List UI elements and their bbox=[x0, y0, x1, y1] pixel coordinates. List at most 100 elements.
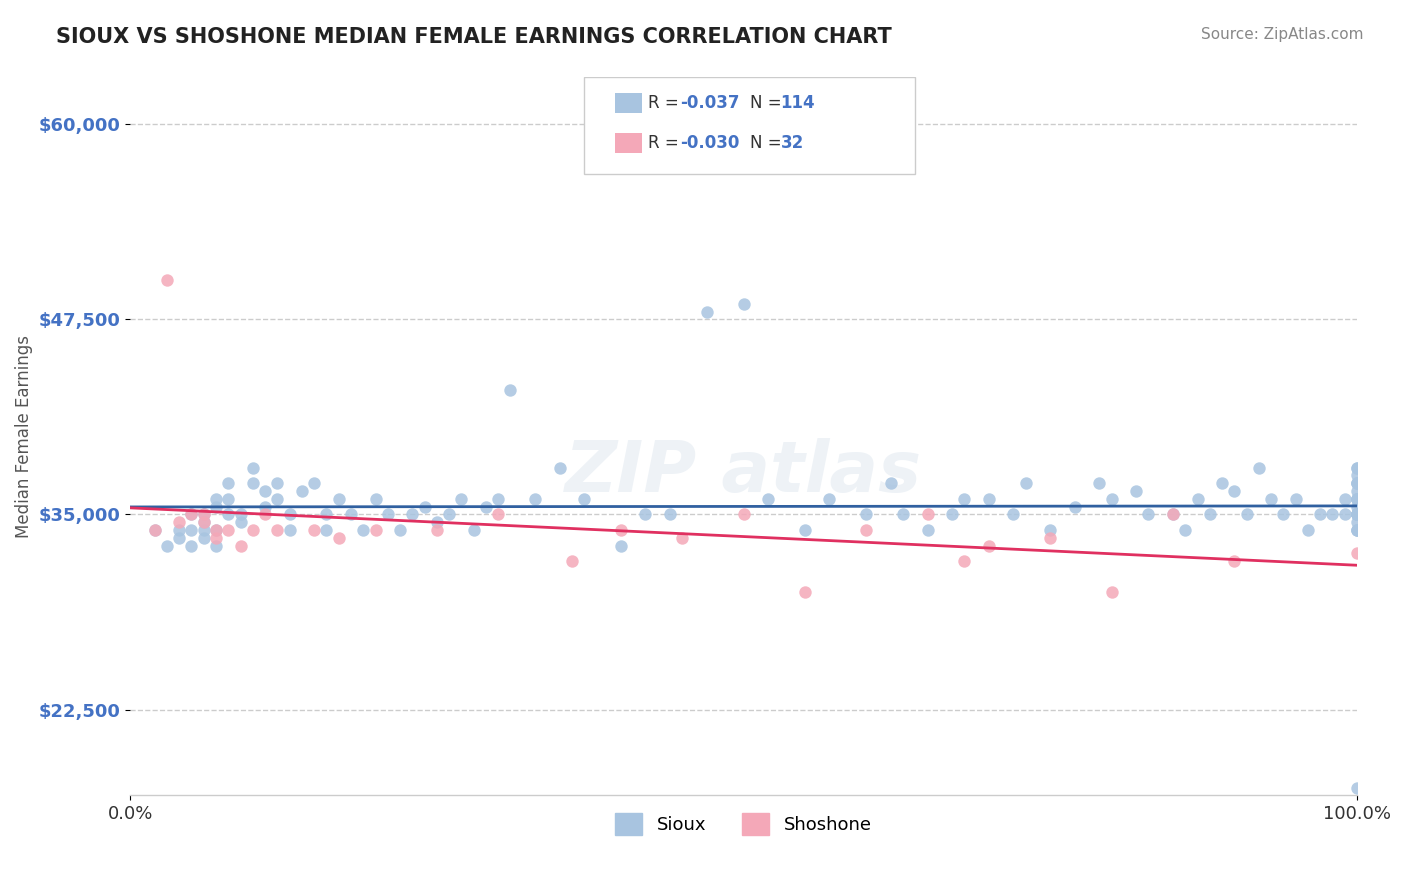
Point bbox=[499, 383, 522, 397]
Point bbox=[217, 476, 239, 491]
Point bbox=[1063, 500, 1085, 514]
Point bbox=[143, 523, 166, 537]
Text: R =: R = bbox=[648, 134, 683, 152]
Point bbox=[475, 500, 498, 514]
Point bbox=[229, 508, 252, 522]
Point bbox=[818, 491, 841, 506]
Point bbox=[1137, 508, 1160, 522]
Point bbox=[143, 523, 166, 537]
Point bbox=[229, 539, 252, 553]
Point bbox=[486, 491, 509, 506]
Point bbox=[364, 523, 387, 537]
Point bbox=[1346, 523, 1368, 537]
Point bbox=[278, 523, 301, 537]
Point bbox=[242, 523, 264, 537]
Point bbox=[205, 523, 228, 537]
Point bbox=[1039, 523, 1062, 537]
Point bbox=[1333, 491, 1355, 506]
Point bbox=[1346, 484, 1368, 499]
Point bbox=[1247, 460, 1270, 475]
Point bbox=[953, 554, 976, 568]
Point bbox=[1223, 554, 1246, 568]
Point bbox=[1346, 508, 1368, 522]
Point bbox=[193, 515, 215, 529]
Point bbox=[352, 523, 374, 537]
Point bbox=[217, 491, 239, 506]
Point bbox=[1161, 508, 1184, 522]
Point bbox=[1272, 508, 1295, 522]
Point bbox=[1346, 476, 1368, 491]
Point bbox=[205, 500, 228, 514]
Point bbox=[486, 508, 509, 522]
Point bbox=[977, 491, 1000, 506]
Point bbox=[291, 484, 314, 499]
Point bbox=[1260, 491, 1282, 506]
Legend: Sioux, Shoshone: Sioux, Shoshone bbox=[606, 804, 882, 844]
Point bbox=[917, 523, 939, 537]
Point bbox=[1223, 484, 1246, 499]
Point bbox=[242, 460, 264, 475]
Point bbox=[524, 491, 547, 506]
Point bbox=[1039, 531, 1062, 545]
Point bbox=[167, 531, 190, 545]
Text: ZIP atlas: ZIP atlas bbox=[565, 438, 922, 507]
Point bbox=[180, 523, 202, 537]
Point bbox=[302, 523, 325, 537]
Point bbox=[1346, 508, 1368, 522]
Point bbox=[572, 491, 595, 506]
Point bbox=[1101, 585, 1123, 599]
Point bbox=[1346, 515, 1368, 529]
Point bbox=[463, 523, 485, 537]
Point bbox=[205, 531, 228, 545]
Point bbox=[1346, 523, 1368, 537]
Point bbox=[193, 523, 215, 537]
Point bbox=[1346, 508, 1368, 522]
Point bbox=[1346, 491, 1368, 506]
Point bbox=[1236, 508, 1258, 522]
Point bbox=[1088, 476, 1111, 491]
Point bbox=[793, 523, 815, 537]
Point bbox=[733, 297, 755, 311]
Point bbox=[1322, 508, 1344, 522]
Point bbox=[266, 491, 288, 506]
Point bbox=[1101, 491, 1123, 506]
Point bbox=[1346, 491, 1368, 506]
Point bbox=[1187, 491, 1209, 506]
Point bbox=[793, 585, 815, 599]
Point bbox=[941, 508, 963, 522]
Point bbox=[855, 523, 877, 537]
Point bbox=[1346, 508, 1368, 522]
Point bbox=[180, 508, 202, 522]
Point bbox=[229, 515, 252, 529]
Text: N =: N = bbox=[749, 134, 786, 152]
Point bbox=[193, 508, 215, 522]
Point bbox=[205, 523, 228, 537]
Point bbox=[953, 491, 976, 506]
Point bbox=[1346, 460, 1368, 475]
Point bbox=[1346, 491, 1368, 506]
Text: 114: 114 bbox=[780, 95, 815, 112]
Point bbox=[413, 500, 436, 514]
Point bbox=[696, 304, 718, 318]
Point bbox=[880, 476, 903, 491]
Point bbox=[180, 508, 202, 522]
Point bbox=[1346, 468, 1368, 483]
Point bbox=[1309, 508, 1331, 522]
Point bbox=[1333, 508, 1355, 522]
Point bbox=[1161, 508, 1184, 522]
Point bbox=[917, 508, 939, 522]
Point bbox=[242, 476, 264, 491]
Point bbox=[437, 508, 460, 522]
Bar bbox=[614, 94, 641, 113]
Point bbox=[315, 523, 337, 537]
Point bbox=[891, 508, 914, 522]
Point bbox=[340, 508, 363, 522]
Point bbox=[1346, 508, 1368, 522]
Point bbox=[328, 491, 350, 506]
Point bbox=[205, 539, 228, 553]
Point bbox=[610, 539, 633, 553]
Point bbox=[193, 531, 215, 545]
Point bbox=[1015, 476, 1038, 491]
Point bbox=[1346, 476, 1368, 491]
Point bbox=[1346, 460, 1368, 475]
